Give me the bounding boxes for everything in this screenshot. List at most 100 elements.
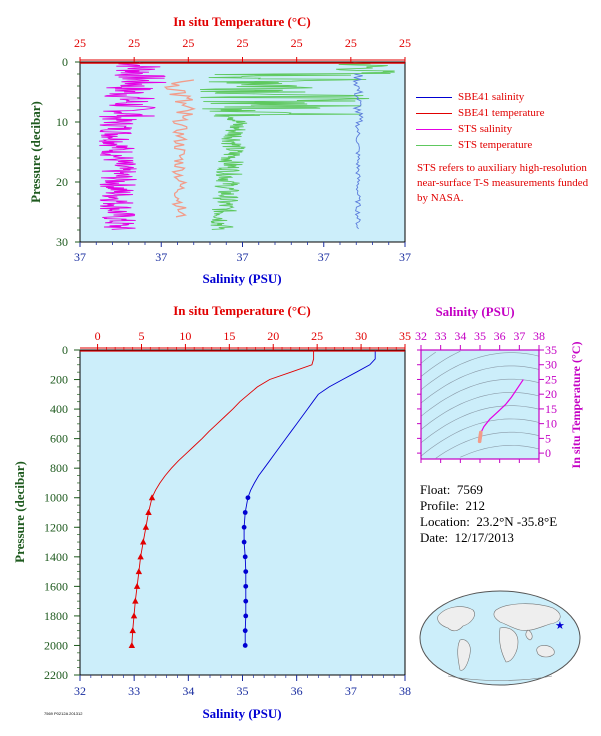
bottom-salinity-tick-label: 38	[399, 684, 411, 698]
bottom-axes: 0 5 10 15 20 25 30 35 32 33 34 35 36 37 38 0 200 400 600 80…	[44, 329, 411, 698]
salinity-sample-marker	[243, 613, 249, 619]
top-pressure-tick-label: 30	[56, 235, 68, 249]
legend-item-sts-salinity: STS salinity	[416, 121, 544, 137]
legend-label: SBE41 temperature	[458, 107, 545, 119]
top-temperature-tick-label: 25	[237, 36, 249, 50]
salinity-sample-marker	[241, 539, 247, 545]
bottom-pressure-tick-label: 0	[62, 343, 68, 357]
bottom-temperature-tick-label: 0	[95, 329, 101, 343]
float-value: 7569	[456, 482, 483, 497]
ts-temperature-tick-label: 10	[545, 417, 557, 431]
bottom-panel-full-profile: In situ Temperature (°C) Salinity (PSU) …	[12, 303, 411, 721]
ts-temperature-tick-label: 5	[545, 431, 551, 445]
top-salinity-tick-label: 37	[155, 250, 167, 264]
salinity-sample-marker	[242, 554, 248, 560]
bottom-temperature-tick-label: 10	[179, 329, 191, 343]
ts-density-contour	[435, 431, 540, 459]
legend-swatch	[416, 144, 452, 146]
bottom-temperature-axis-title: In situ Temperature (°C)	[173, 303, 311, 318]
salinity-sample-marker	[243, 598, 249, 604]
ts-temperature-tick-label: 25	[545, 372, 557, 386]
top-temperature-tick-label: 25	[345, 36, 357, 50]
top-temperature-axis-title: In situ Temperature (°C)	[173, 14, 311, 29]
bottom-salinity-tick-label: 33	[128, 684, 140, 698]
float-row: Float: 7569	[420, 482, 557, 498]
sts-temperature-line	[199, 62, 395, 230]
salinity-sample-marker	[245, 495, 251, 501]
legend-swatch	[416, 112, 452, 114]
sts-salinity-line	[98, 62, 167, 230]
profile-label: Profile:	[420, 498, 459, 513]
bottom-temperature-tick-label: 25	[311, 329, 323, 343]
bottom-salinity-tick-label: 37	[345, 684, 357, 698]
bottom-pressure-tick-label: 600	[50, 432, 68, 446]
top-pressure-tick-label: 0	[62, 55, 68, 69]
ts-salinity-axis-title: Salinity (PSU)	[435, 304, 514, 319]
top-salinity-tick-label: 37	[318, 250, 330, 264]
ts-diagram-panel: Salinity (PSU) In situ Temperature (°C) …	[415, 304, 583, 468]
legend-label: SBE41 salinity	[458, 91, 525, 103]
profile-row: Profile: 212	[420, 498, 557, 514]
temperature-sample-marker	[130, 612, 138, 619]
bottom-salinity-axis-title: Salinity (PSU)	[202, 706, 281, 721]
ts-density-contour	[420, 378, 540, 417]
temperature-sample-marker	[142, 523, 150, 530]
bottom-temperature-tick-label: 20	[267, 329, 279, 343]
ts-salinity-tick-label: 32	[415, 329, 427, 343]
ts-salinity-tick-label: 33	[435, 329, 447, 343]
bottom-pressure-axis-title: Pressure (decibar)	[12, 461, 27, 563]
top-pressure-tick-label: 10	[56, 115, 68, 129]
top-temperature-tick-label: 25	[399, 36, 411, 50]
bottom-pressure-tick-label: 2200	[44, 668, 68, 682]
ts-density-contour	[420, 405, 540, 444]
legend-item-sts-temperature: STS temperature	[416, 137, 544, 153]
ts-traces	[477, 379, 524, 444]
ts-temperature-tick-label: 15	[545, 402, 557, 416]
bottom-pressure-tick-label: 1600	[44, 579, 68, 593]
ts-temperature-tick-label: 20	[545, 387, 557, 401]
legend-item-sbe41-salinity: SBE41 salinity	[416, 89, 544, 105]
temperature-sample-marker	[145, 509, 152, 515]
sts-note: STS refers to auxiliary high-resolution …	[417, 162, 589, 204]
bottom-pressure-tick-label: 1200	[44, 520, 68, 534]
legend-swatch	[416, 128, 452, 130]
bottom-plot-area	[79, 349, 406, 676]
bottom-pressure-tick-label: 800	[50, 461, 68, 475]
top-temperature-tick-label: 25	[74, 36, 86, 50]
bottom-salinity-tick-label: 34	[182, 684, 194, 698]
top-salinity-tick-label: 37	[399, 250, 411, 264]
globe-map-icon: ★	[418, 588, 583, 688]
temperature-sample-marker	[148, 494, 156, 501]
salinity-sample-marker	[243, 569, 249, 574]
temperature-sample-marker	[128, 641, 136, 648]
bottom-pressure-tick-label: 400	[50, 402, 68, 416]
legend-label: STS salinity	[458, 123, 513, 135]
temperature-sample-marker	[135, 568, 143, 575]
location-label: Location:	[420, 514, 470, 529]
ts-temperature-axis-title: In situ Temperature (°C)	[569, 342, 583, 469]
world-map: ★	[419, 590, 581, 686]
bottom-pressure-tick-label: 200	[50, 373, 68, 387]
ts-density-contour	[420, 418, 540, 457]
ts-temperature-tick-label: 0	[545, 446, 551, 460]
ts-salinity-tick-label: 35	[474, 329, 486, 343]
date-label: Date:	[420, 530, 449, 545]
float-info-block: Float: 7569 Profile: 212 Location: 23.2°…	[420, 482, 557, 546]
bottom-temperature-tick-label: 15	[223, 329, 235, 343]
top-salinity-axis-title: Salinity (PSU)	[202, 271, 281, 286]
salinity-profile-line	[247, 350, 376, 498]
bottom-salinity-tick-label: 36	[291, 684, 303, 698]
temperature-sample-marker	[129, 627, 136, 634]
top-temperature-tick-label: 25	[291, 36, 303, 50]
ts-density-contour	[420, 365, 540, 404]
salinity-sample-marker	[243, 583, 249, 589]
temperature-sample-marker	[140, 538, 147, 545]
star-icon: ★	[555, 619, 565, 632]
temperature-profile-line	[151, 350, 315, 498]
ts-salinity-tick-label: 36	[494, 329, 506, 343]
ts-temperature-tick-label: 35	[545, 343, 557, 357]
ts-density-contours	[420, 350, 540, 459]
ts-salinity-tick-label: 37	[513, 329, 525, 343]
ts-temperature-tick-label: 30	[545, 358, 557, 372]
salinity-sample-marker	[242, 510, 248, 515]
